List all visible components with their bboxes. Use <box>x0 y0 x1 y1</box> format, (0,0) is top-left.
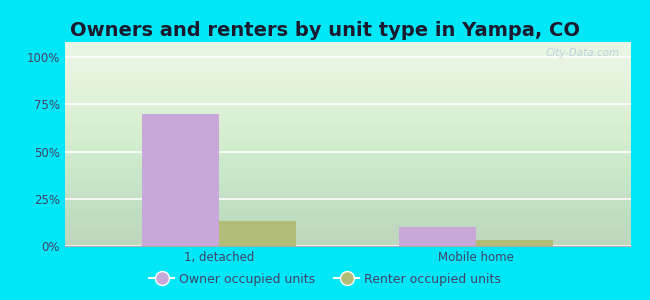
Bar <box>476 240 553 246</box>
Text: Owners and renters by unit type in Yampa, CO: Owners and renters by unit type in Yampa… <box>70 21 580 40</box>
Legend: Owner occupied units, Renter occupied units: Owner occupied units, Renter occupied un… <box>144 268 506 291</box>
Text: City-Data.com: City-Data.com <box>545 48 619 58</box>
Bar <box>399 227 476 246</box>
Bar <box>142 114 219 246</box>
Bar <box>219 221 296 246</box>
